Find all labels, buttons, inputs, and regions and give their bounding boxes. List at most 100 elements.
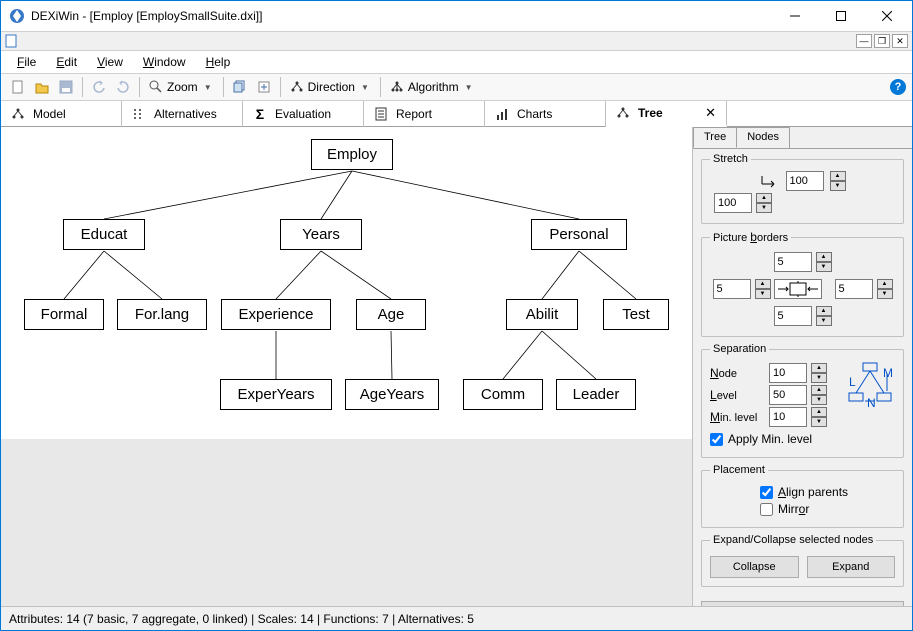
tab-charts[interactable]: Charts <box>485 101 606 127</box>
tree-node-leader[interactable]: Leader <box>556 379 636 410</box>
menu-window[interactable]: Window <box>135 53 194 71</box>
zoom-button[interactable]: Zoom ▼ <box>145 76 218 98</box>
tree-node-forlang[interactable]: For.lang <box>117 299 207 330</box>
tab-model-label: Model <box>33 107 66 121</box>
border-left-stepper[interactable]: ▲▼ <box>755 279 771 299</box>
titlebar: DEXiWin - [Employ [EmploySmallSuite.dxi]… <box>1 1 912 31</box>
border-top-stepper[interactable]: ▲▼ <box>816 252 832 272</box>
zoom-dropdown-icon: ▼ <box>202 83 214 92</box>
model-icon <box>11 107 25 121</box>
borders-diagram-icon <box>774 279 822 299</box>
border-right-input[interactable] <box>835 279 873 299</box>
direction-button[interactable]: Direction ▼ <box>286 76 375 98</box>
tree-node-test[interactable]: Test <box>603 299 669 330</box>
tab-close-icon[interactable]: ✕ <box>705 105 716 121</box>
tree-node-personal[interactable]: Personal <box>531 219 627 250</box>
stretch-legend: Stretch <box>710 153 751 165</box>
tree-node-educat[interactable]: Educat <box>63 219 145 250</box>
sep-level-label: Level <box>710 388 765 402</box>
stretch-v-stepper[interactable]: ▲▼ <box>756 193 772 213</box>
tree-node-employ[interactable]: Employ <box>311 139 393 170</box>
tree-node-abilit[interactable]: Abilit <box>506 299 578 330</box>
tab-tree[interactable]: Tree ✕ <box>606 101 727 127</box>
expand-button[interactable]: Expand <box>807 556 896 578</box>
stretch-h-stepper[interactable]: ▲▼ <box>830 171 846 191</box>
sep-node-stepper[interactable]: ▲▼ <box>811 363 827 383</box>
mdi-close-button[interactable]: ✕ <box>892 34 908 48</box>
tab-evaluation[interactable]: Σ Evaluation <box>243 101 364 127</box>
stretch-h-input[interactable] <box>786 171 824 191</box>
svg-text:M: M <box>883 366 893 380</box>
border-bottom-input[interactable] <box>774 306 812 326</box>
menu-edit[interactable]: Edit <box>48 53 85 71</box>
sep-level-stepper[interactable]: ▲▼ <box>811 385 827 405</box>
mdi-minimize-button[interactable]: — <box>856 34 872 48</box>
tab-report[interactable]: Report <box>364 101 485 127</box>
mdi-restore-button[interactable]: ❐ <box>874 34 890 48</box>
tab-evaluation-label: Evaluation <box>275 107 331 121</box>
tree-edge <box>321 171 352 219</box>
new-button[interactable] <box>7 76 29 98</box>
borders-group: Picture borders ▲▼ ▲▼ ▲▼ ▲▼ <box>701 230 904 337</box>
mdi-bar: — ❐ ✕ <box>1 31 912 51</box>
sep-node-input[interactable] <box>769 363 807 383</box>
tree-node-experyears[interactable]: ExperYears <box>220 379 332 410</box>
menu-file[interactable]: File <box>9 53 44 71</box>
panel-tabs: Tree Nodes <box>693 127 912 149</box>
sep-min-input[interactable] <box>769 407 807 427</box>
close-button[interactable] <box>864 1 910 31</box>
maximize-button[interactable] <box>818 1 864 31</box>
sep-min-label: Min. level <box>710 410 765 424</box>
tab-model[interactable]: Model <box>1 101 122 127</box>
export-button[interactable] <box>253 76 275 98</box>
border-right-stepper[interactable]: ▲▼ <box>877 279 893 299</box>
menubar: File Edit View Window Help <box>1 51 912 73</box>
panel-tab-nodes[interactable]: Nodes <box>736 127 790 148</box>
border-bottom-stepper[interactable]: ▲▼ <box>816 306 832 326</box>
panel-tab-tree[interactable]: Tree <box>693 127 737 148</box>
mirror-checkbox[interactable] <box>760 503 773 516</box>
evaluation-icon: Σ <box>253 107 267 121</box>
svg-text:L: L <box>849 375 856 389</box>
tree-node-ageyears[interactable]: AgeYears <box>345 379 439 410</box>
align-parents-checkbox[interactable] <box>760 486 773 499</box>
tree-edge <box>104 251 162 299</box>
sep-min-stepper[interactable]: ▲▼ <box>811 407 827 427</box>
collapse-button[interactable]: Collapse <box>710 556 799 578</box>
window-title: DEXiWin - [Employ [EmploySmallSuite.dxi]… <box>31 9 772 23</box>
menu-help[interactable]: Help <box>198 53 239 71</box>
stretch-v-input[interactable] <box>714 193 752 213</box>
redo-button[interactable] <box>112 76 134 98</box>
minimize-button[interactable] <box>772 1 818 31</box>
tree-edge <box>391 331 392 379</box>
copy-button[interactable] <box>229 76 251 98</box>
tree-edge <box>276 251 321 299</box>
algorithm-button[interactable]: Algorithm ▼ <box>386 76 479 98</box>
tree-tab-icon <box>616 106 630 120</box>
save-button[interactable] <box>55 76 77 98</box>
open-button[interactable] <box>31 76 53 98</box>
algorithm-icon <box>390 80 404 94</box>
separation-legend: Separation <box>710 343 769 355</box>
direction-label: Direction <box>308 80 355 94</box>
tree-canvas[interactable]: Employ Educat Years Personal Formal For.lang E… <box>1 127 692 439</box>
menu-view[interactable]: View <box>89 53 131 71</box>
charts-icon <box>495 107 509 121</box>
border-left-input[interactable] <box>713 279 751 299</box>
apply-min-checkbox[interactable] <box>710 433 723 446</box>
borders-legend: Picture borders <box>710 230 791 244</box>
tree-node-experience[interactable]: Experience <box>221 299 331 330</box>
tree-node-comm[interactable]: Comm <box>463 379 543 410</box>
expand-legend: Expand/Collapse selected nodes <box>710 534 876 546</box>
tree-node-formal[interactable]: Formal <box>24 299 104 330</box>
border-top-input[interactable] <box>774 252 812 272</box>
direction-dropdown-icon: ▼ <box>359 83 371 92</box>
undo-button[interactable] <box>88 76 110 98</box>
tab-alternatives[interactable]: Alternatives <box>122 101 243 127</box>
workspace: Employ Educat Years Personal Formal For.lang E… <box>1 127 912 606</box>
tree-node-age[interactable]: Age <box>356 299 426 330</box>
placement-legend: Placement <box>710 464 768 476</box>
help-button[interactable]: ? <box>890 79 906 95</box>
sep-level-input[interactable] <box>769 385 807 405</box>
tree-node-years[interactable]: Years <box>280 219 362 250</box>
